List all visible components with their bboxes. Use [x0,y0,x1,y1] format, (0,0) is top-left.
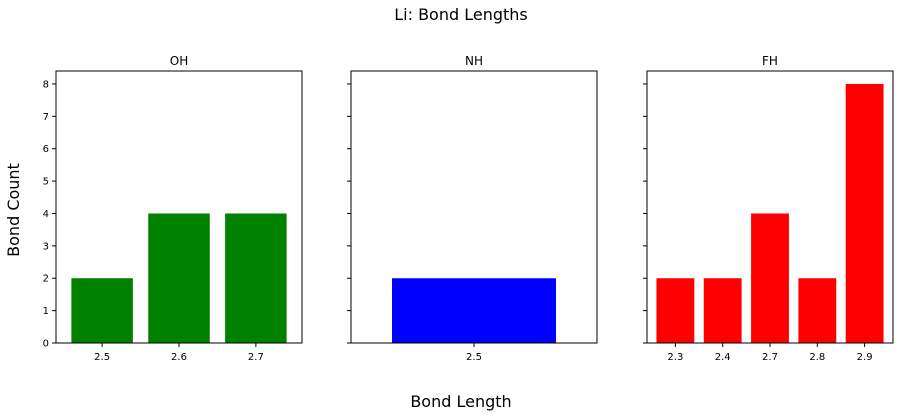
subplot-oh: 0 1 2 3 4 5 6 7 8 2.5 2.6 2.7 OH [43,54,303,363]
y-tick-label: 6 [43,144,49,155]
axes-frame [350,70,598,344]
x-tick-label: 2.4 [715,352,731,363]
x-tick-label: 2.7 [248,352,264,363]
bar-2.9 [845,83,884,343]
figure-ylabel: Bond Count [4,163,23,257]
y-tick-label: 4 [43,209,49,220]
bar-2.7 [751,213,789,343]
subplot-nh: 2.5 NH [347,54,598,363]
x-tick-label: 2.6 [171,352,187,363]
y-tick-label: 5 [43,177,49,188]
figure-title: Li: Bond Lengths [394,5,528,24]
subplot-fh: 2.3 2.4 2.7 2.8 2.9 FH [643,54,894,363]
chart-panels: 0 1 2 3 4 5 6 7 8 2.5 2.6 2.7 OH 2.5 NH 2.3 2.4 2.7 2.8 2.9… [43,54,894,363]
x-tick-label: 2.8 [809,352,825,363]
subplot-title: OH [170,54,188,68]
bar-2.5 [392,278,556,343]
y-tick-label: 8 [43,79,49,90]
y-tick-label: 1 [43,306,49,317]
axes-frame [55,70,303,344]
y-tick-label: 2 [43,274,49,285]
bar-2.7 [225,213,287,343]
subplot-title: FH [762,54,778,68]
y-tick-label: 0 [43,339,49,350]
figure-xlabel: Bond Length [410,392,511,411]
bar-2.5 [71,278,133,343]
x-tick-label: 2.7 [762,352,778,363]
subplot-title: NH [465,54,483,68]
y-tick-label: 3 [43,241,49,252]
y-tick-label: 7 [43,112,49,123]
x-tick-label: 2.9 [857,352,873,363]
x-tick-label: 2.5 [94,352,110,363]
x-tick-label: 2.5 [466,352,482,363]
bar-2.6 [148,213,210,343]
bar-2.8 [798,278,837,343]
x-tick-label: 2.3 [667,352,683,363]
bar-2.4 [703,278,742,343]
bar-2.3 [656,278,695,343]
axes-frame [646,70,894,344]
